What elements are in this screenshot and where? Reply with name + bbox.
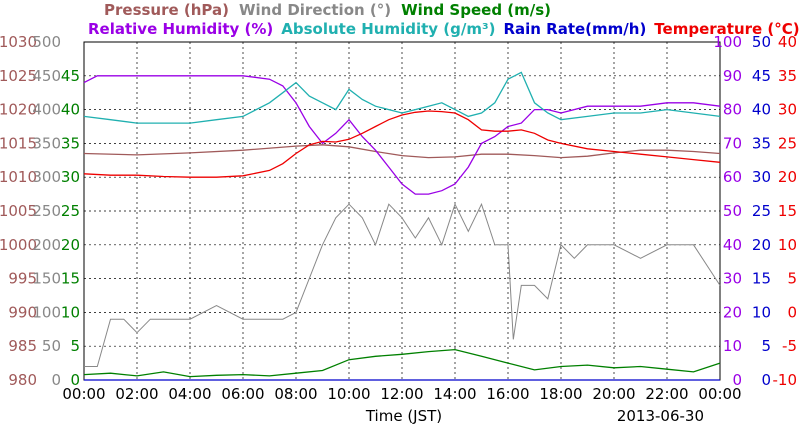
left-axis-wind_speed-tick: 15	[61, 270, 80, 288]
left-axis-wind_direction-tick: 100	[32, 303, 61, 321]
series-line-1	[84, 202, 721, 367]
left-axis-wind_direction-tick: 300	[32, 168, 61, 186]
left-axis-pressure-tick: 1000	[0, 236, 37, 254]
left-axis-wind_speed-tick: 20	[61, 236, 80, 254]
x-tick-label: 00:00	[698, 385, 741, 403]
left-axis-pressure-tick: 995	[8, 270, 37, 288]
series-line-6	[83, 110, 721, 178]
left-axis-wind_speed-tick: 35	[61, 134, 80, 152]
x-tick-label: 10:00	[327, 385, 370, 403]
left-axis-pressure-tick: 1005	[0, 202, 37, 220]
right-axis-temperature-tick: -5	[782, 337, 797, 355]
right-axis-rain_rate-tick: 50	[752, 33, 771, 51]
series-line-0	[83, 144, 721, 159]
right-axis-rain_rate-tick: 5	[761, 337, 771, 355]
right-axis-temperature-tick: 0	[787, 303, 797, 321]
right-axis-rain_rate-tick: 15	[752, 270, 771, 288]
right-axis-temperature-tick: 30	[778, 101, 797, 119]
x-tick-label: 08:00	[274, 385, 317, 403]
right-axis-rain_rate-tick: 30	[752, 168, 771, 186]
left-axis-pressure-tick: 1020	[0, 101, 37, 119]
left-axis-wind_direction-tick: 500	[32, 33, 61, 51]
x-axis-label: Time (JST)	[365, 407, 442, 425]
right-axis-temperature-tick: 20	[778, 168, 797, 186]
right-axis-humidity-tick: 70	[723, 134, 742, 152]
left-axis-wind_direction-tick: 150	[32, 270, 61, 288]
left-axis-pressure-tick: 985	[8, 337, 37, 355]
series-line-4	[83, 71, 721, 124]
right-axis-humidity-tick: 100	[713, 33, 742, 51]
right-axis-humidity-tick: 10	[723, 337, 742, 355]
left-axis-pressure-tick: 1010	[0, 168, 37, 186]
right-axis-rain_rate-tick: 10	[752, 303, 771, 321]
left-axis-wind_speed-tick: 30	[61, 168, 80, 186]
x-tick-label: 14:00	[433, 385, 476, 403]
right-axis-rain_rate-tick: 35	[752, 134, 771, 152]
legend-item: Relative Humidity (%)	[88, 20, 273, 38]
axis-labels: 1030102510201015101010051000995990985980…	[0, 33, 797, 389]
left-axis-wind_direction-tick: 350	[32, 134, 61, 152]
left-axis-wind_direction-tick: 200	[32, 236, 61, 254]
right-axis-rain_rate-tick: 20	[752, 236, 771, 254]
legend-item: Wind Direction (°)	[239, 1, 391, 19]
right-axis-humidity-tick: 30	[723, 270, 742, 288]
x-tick-label: 06:00	[221, 385, 264, 403]
series-line-2	[83, 348, 721, 378]
legend-item: Pressure (hPa)	[104, 1, 229, 19]
left-axis-wind_speed-tick: 25	[61, 202, 80, 220]
series-group	[83, 71, 721, 381]
legend-item: Rain Rate(mm/h)	[503, 20, 646, 38]
left-axis-wind_direction-tick: 50	[42, 337, 61, 355]
right-axis-temperature-tick: 40	[778, 33, 797, 51]
x-tick-label: 12:00	[380, 385, 423, 403]
left-axis-wind_direction-tick: 0	[51, 371, 61, 389]
right-axis-rain_rate-tick: 45	[752, 67, 771, 85]
series-line-3	[83, 75, 721, 195]
chart-date: 2013-06-30	[617, 407, 704, 425]
left-axis-wind_speed-tick: 40	[61, 101, 80, 119]
left-axis-wind_speed-tick: 5	[70, 337, 80, 355]
right-axis-rain_rate-tick: 0	[761, 371, 771, 389]
left-axis-wind_direction-tick: 450	[32, 67, 61, 85]
left-axis-pressure-tick: 1025	[0, 67, 37, 85]
right-axis-humidity-tick: 60	[723, 168, 742, 186]
plot-grid	[84, 42, 720, 380]
right-axis-temperature-tick: 35	[778, 67, 797, 85]
left-axis-pressure-tick: 1015	[0, 134, 37, 152]
right-axis-temperature-tick: 15	[778, 202, 797, 220]
right-axis-humidity-tick: 0	[732, 371, 742, 389]
left-axis-wind_speed-tick: 10	[61, 303, 80, 321]
x-axis: 00:00 02:00 04:00 06:00 08:00 10:00 12:00 14:00…	[62, 385, 741, 403]
right-axis-temperature-tick: 10	[778, 236, 797, 254]
legend-item: Temperature (°C)	[654, 20, 799, 38]
right-axis-humidity-tick: 80	[723, 101, 742, 119]
x-tick-label: 20:00	[592, 385, 635, 403]
right-axis-rain_rate-tick: 40	[752, 101, 771, 119]
left-axis-wind_speed-tick: 0	[70, 371, 80, 389]
x-tick-label: 16:00	[486, 385, 529, 403]
left-axis-wind_direction-tick: 250	[32, 202, 61, 220]
left-axis-pressure-tick: 990	[8, 303, 37, 321]
right-axis-humidity-tick: 90	[723, 67, 742, 85]
legend-item: Wind Speed (m/s)	[401, 1, 551, 19]
x-tick-label: 18:00	[539, 385, 582, 403]
legend-item: Absolute Humidity (g/m³)	[281, 20, 495, 38]
right-axis-humidity-tick: 20	[723, 303, 742, 321]
x-tick-label: 04:00	[168, 385, 211, 403]
left-axis-pressure-tick: 1030	[0, 33, 37, 51]
x-tick-label: 22:00	[645, 385, 688, 403]
right-axis-rain_rate-tick: 25	[752, 202, 771, 220]
legend: Pressure (hPa) Wind Direction (°) Wind Spe…	[88, 1, 800, 38]
x-tick-label: 00:00	[62, 385, 105, 403]
left-axis-wind_speed-tick: 45	[61, 67, 80, 85]
right-axis-temperature-tick: -10	[773, 371, 798, 389]
right-axis-temperature-tick: 25	[778, 134, 797, 152]
x-tick-label: 02:00	[115, 385, 158, 403]
right-axis-humidity-tick: 40	[723, 236, 742, 254]
left-axis-pressure-tick: 980	[8, 371, 37, 389]
right-axis-humidity-tick: 50	[723, 202, 742, 220]
left-axis-wind_direction-tick: 400	[32, 101, 61, 119]
right-axis-temperature-tick: 5	[787, 270, 797, 288]
